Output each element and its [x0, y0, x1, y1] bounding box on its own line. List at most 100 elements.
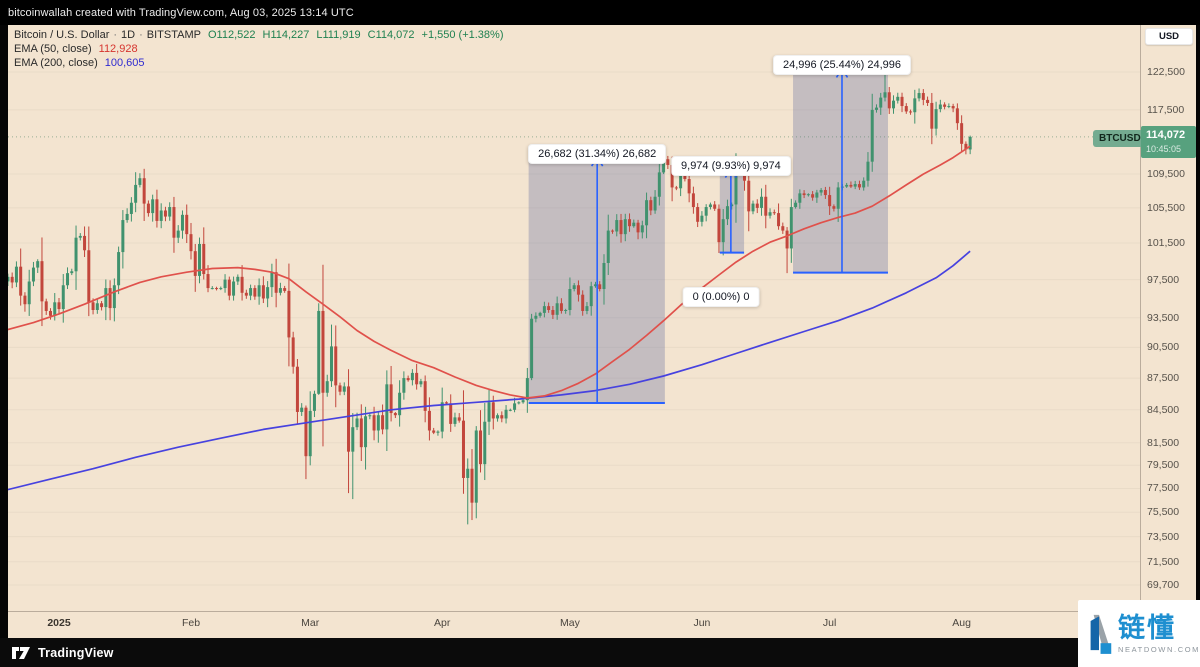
candle-body — [747, 180, 751, 212]
candle-body — [708, 204, 712, 208]
candle-body — [138, 178, 142, 185]
candle-body — [117, 252, 121, 286]
legend-ema200-row[interactable]: EMA (200, close) 100,605 — [14, 56, 503, 70]
candle-body — [496, 415, 500, 419]
candle-body — [155, 199, 159, 221]
candle-body — [632, 222, 636, 227]
price-tick: 81,500 — [1147, 436, 1180, 449]
low-value: L111,919 — [316, 29, 361, 41]
candle-body — [364, 416, 368, 448]
candle-body — [751, 203, 755, 212]
candle-body — [811, 194, 815, 198]
candle-body — [794, 202, 798, 208]
candle-body — [406, 378, 410, 381]
candle-body — [189, 234, 193, 252]
candle-body — [802, 193, 806, 196]
measurement-label[interactable]: 26,682 (31.34%) 26,682 — [528, 144, 667, 165]
candle-body — [14, 266, 18, 283]
candle-body — [185, 214, 189, 235]
candle-body — [240, 276, 244, 293]
ema200-label: EMA (200, close) — [14, 57, 98, 69]
candle-body — [385, 384, 389, 430]
legend-symbol-row[interactable]: Bitcoin / U.S. Dollar · 1D · BITSTAMP O112,52… — [14, 28, 503, 42]
symbol-price-tag[interactable]: BTCUSD — [1093, 130, 1147, 147]
candle-body — [36, 261, 40, 268]
candle-body — [777, 213, 781, 227]
measurement-box — [793, 66, 888, 273]
candle-body — [266, 287, 270, 299]
last-price-label[interactable]: 114,072 10:45:05 — [1141, 126, 1196, 158]
candle-body — [48, 310, 52, 316]
candle-body — [955, 108, 959, 124]
candle-body — [730, 204, 734, 207]
candle-body — [589, 286, 593, 307]
candle-body — [325, 381, 329, 393]
candle-body — [10, 276, 14, 283]
candle-body — [436, 431, 440, 433]
candle-body — [734, 168, 738, 205]
candle-body — [534, 315, 538, 319]
candle-body — [223, 279, 227, 289]
candle-body — [291, 337, 295, 367]
candle-body — [457, 417, 461, 421]
candle-body — [585, 306, 589, 311]
candle-body — [615, 220, 619, 232]
measurement-label[interactable]: 9,974 (9.93%) 9,974 — [671, 155, 791, 176]
candle-body — [921, 93, 925, 100]
ema200-value: 100,605 — [104, 57, 145, 69]
candle-body — [40, 261, 44, 302]
candle-body — [295, 366, 299, 412]
candle-body — [415, 372, 419, 385]
candle-body — [623, 219, 627, 235]
candle-body — [461, 420, 465, 478]
candle-body — [270, 272, 274, 288]
candle-body — [879, 97, 883, 108]
currency-toggle-button[interactable]: USD — [1145, 28, 1193, 45]
candle-body — [926, 99, 930, 103]
candle-body — [913, 98, 917, 113]
candle-body — [870, 109, 874, 162]
candle-body — [253, 288, 257, 297]
candle-body — [581, 294, 585, 311]
candle-body — [725, 206, 729, 220]
ema200-line — [8, 250, 971, 491]
measurement-label[interactable]: 0 (0.00%) 0 — [682, 286, 760, 307]
candle-body — [960, 123, 964, 144]
separator-dot: · — [113, 29, 118, 41]
chart-pane[interactable] — [8, 25, 1140, 611]
legend-ema50-row[interactable]: EMA (50, close) 112,928 — [14, 42, 503, 56]
candle-body — [129, 202, 133, 214]
candle-body — [227, 279, 231, 296]
candle-body — [857, 184, 861, 188]
candle-body — [662, 159, 666, 173]
measurement-label[interactable]: 24,996 (25.44%) 24,996 — [772, 55, 912, 76]
tradingview-brand-link[interactable]: TradingView — [38, 645, 114, 660]
candle-body — [657, 172, 661, 197]
candle-body — [572, 285, 576, 290]
candle-body — [151, 199, 155, 214]
candle-body — [611, 230, 615, 232]
candle-body — [649, 200, 653, 211]
close-value: C114,072 — [367, 29, 415, 41]
candle-body — [146, 203, 150, 214]
price-tick: 101,500 — [1147, 237, 1185, 250]
candle-body — [219, 288, 223, 290]
candle-body — [504, 409, 508, 419]
candle-body — [551, 309, 555, 315]
candle-body — [474, 430, 478, 503]
price-tick: 90,500 — [1147, 341, 1180, 354]
candle-body — [257, 285, 261, 297]
candle-body — [376, 415, 380, 431]
price-tick: 73,500 — [1147, 530, 1180, 543]
candle-body — [202, 243, 206, 275]
candle-body — [815, 192, 819, 198]
candle-body — [717, 208, 721, 243]
candle-body — [525, 378, 529, 401]
candle-body — [112, 285, 116, 309]
neatdown-watermark[interactable]: 链懂 NEATDOWN.COM — [1078, 600, 1200, 667]
candle-body — [210, 288, 214, 290]
candle-body — [338, 385, 342, 392]
candle-body — [696, 207, 700, 222]
candle-body — [768, 212, 772, 216]
